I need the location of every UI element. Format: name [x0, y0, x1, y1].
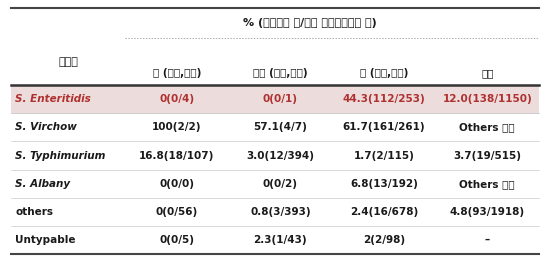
Text: % (내성균주 수/전체 살모넬라균주 수): % (내성균주 수/전체 살모넬라균주 수)	[244, 18, 377, 28]
Text: S. Typhimurium: S. Typhimurium	[15, 151, 106, 161]
Text: 0(0/4): 0(0/4)	[159, 94, 195, 104]
Text: 닭 (가축,도체): 닭 (가축,도체)	[360, 68, 408, 78]
Text: 0(0/1): 0(0/1)	[263, 94, 298, 104]
Text: 16.8(18/107): 16.8(18/107)	[140, 151, 215, 161]
Text: 2.4(16/678): 2.4(16/678)	[350, 207, 418, 217]
Text: 57.1(4/7): 57.1(4/7)	[253, 122, 307, 132]
Text: 12.0(138/1150): 12.0(138/1150)	[443, 94, 532, 104]
Text: 4.8(93/1918): 4.8(93/1918)	[450, 207, 525, 217]
Text: others: others	[15, 207, 53, 217]
Text: 사람: 사람	[481, 68, 494, 78]
Text: 100(2/2): 100(2/2)	[152, 122, 202, 132]
Text: 혁청형: 혁청형	[58, 57, 78, 67]
Text: 3.0(12/394): 3.0(12/394)	[246, 151, 314, 161]
Text: 돼지 (가축,도체): 돼지 (가축,도체)	[253, 68, 308, 78]
Text: –: –	[485, 235, 490, 245]
Text: 6.8(13/192): 6.8(13/192)	[350, 179, 418, 189]
Text: 61.7(161/261): 61.7(161/261)	[343, 122, 425, 132]
Text: 0(0/2): 0(0/2)	[263, 179, 298, 189]
Text: 2.3(1/43): 2.3(1/43)	[253, 235, 307, 245]
Text: S. Virchow: S. Virchow	[15, 122, 77, 132]
Text: 3.7(19/515): 3.7(19/515)	[453, 151, 522, 161]
Text: Others 포함: Others 포함	[459, 122, 515, 132]
Text: 0.8(3/393): 0.8(3/393)	[250, 207, 311, 217]
Text: 1.7(2/115): 1.7(2/115)	[353, 151, 414, 161]
Text: 44.3(112/253): 44.3(112/253)	[342, 94, 425, 104]
Text: 0(0/5): 0(0/5)	[160, 235, 195, 245]
Bar	[11, 85, 539, 113]
Text: 2(2/98): 2(2/98)	[363, 235, 405, 245]
Text: Others 포함: Others 포함	[459, 179, 515, 189]
Text: 0(0/56): 0(0/56)	[156, 207, 198, 217]
Text: S. Albany: S. Albany	[15, 179, 70, 189]
Text: Untypable: Untypable	[15, 235, 76, 245]
Text: 0(0/0): 0(0/0)	[160, 179, 195, 189]
Text: S. Enteritidis: S. Enteritidis	[15, 94, 91, 104]
Text: 소 (가축,도체): 소 (가축,도체)	[153, 68, 201, 78]
